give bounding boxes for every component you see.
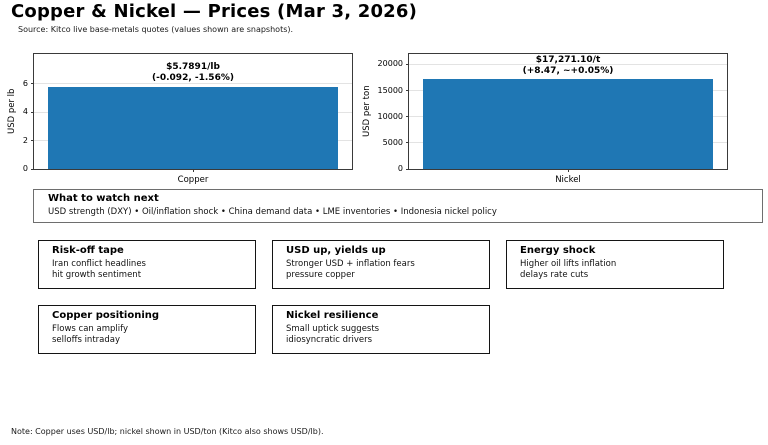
- card-line-1: Flows can amplify: [52, 324, 128, 334]
- card-energy-shock: Energy shock Higher oil lifts inflation …: [506, 240, 724, 289]
- y-tick-label: 5000: [382, 137, 403, 147]
- card-title: Energy shock: [520, 245, 596, 256]
- copper-plot-area: $5.7891/lb (-0.092, -1.56%) 0 2 4 6: [23, 53, 353, 173]
- card-risk-off-tape: Risk-off tape Iran conflict headlines hi…: [38, 240, 256, 289]
- card-line-1: Stronger USD + inflation fears: [286, 259, 415, 269]
- card-nickel-resilience: Nickel resilience Small uptick suggests …: [272, 305, 490, 354]
- y-tick-label: 6: [22, 78, 28, 88]
- card-line-2: delays rate cuts: [520, 270, 589, 280]
- card-line-1: Small uptick suggests: [286, 324, 380, 334]
- card-usd-up-yields-up: USD up, yields up Stronger USD + inflati…: [272, 240, 490, 289]
- card-line-2: selloffs intraday: [52, 335, 120, 345]
- card-title: USD up, yields up: [286, 245, 386, 256]
- watch-next-box: What to watch next USD strength (DXY) • …: [33, 189, 763, 223]
- y-tick-label: 0: [397, 164, 403, 173]
- y-tick-label: 0: [22, 164, 28, 173]
- watch-next-title: What to watch next: [48, 193, 159, 204]
- nickel-change-label: (+8.47, ~+0.05%): [522, 66, 614, 76]
- card-title: Copper positioning: [52, 310, 160, 321]
- y-tick-mark: [31, 140, 34, 142]
- y-tick-mark: [406, 63, 409, 65]
- y-tick-mark: [31, 83, 34, 85]
- x-axis-label-copper: Copper: [177, 175, 209, 185]
- y-tick-mark: [31, 111, 34, 113]
- card-title: Risk-off tape: [52, 245, 124, 256]
- gridline: [34, 83, 352, 85]
- card-line-2: hit growth sentiment: [52, 270, 142, 280]
- y-tick-mark: [406, 90, 409, 92]
- watch-next-items: USD strength (DXY) • Oil/inflation shock…: [48, 207, 497, 217]
- x-tick-mark: [568, 169, 569, 172]
- x-tick-mark: [193, 169, 194, 172]
- y-tick-mark: [406, 116, 409, 118]
- nickel-plot-area: $17,271.10/t (+8.47, ~+0.05%) 0 5000 10000…: [378, 53, 728, 173]
- copper-annotation: $5.7891/lb (-0.092, -1.56%): [34, 62, 352, 84]
- y-tick-mark: [31, 168, 34, 170]
- y-tick-label: 15000: [377, 85, 403, 95]
- card-title: Nickel resilience: [286, 310, 379, 321]
- y-axis-label-copper: USD per lb: [7, 88, 17, 135]
- gridline: [409, 63, 727, 65]
- x-axis-label-nickel: Nickel: [555, 175, 581, 185]
- card-copper-positioning: Copper positioning Flows can amplify sel…: [38, 305, 256, 354]
- card-line-2: pressure copper: [286, 270, 355, 280]
- y-tick-label: 2: [22, 135, 28, 145]
- y-tick-mark: [406, 168, 409, 170]
- price-bar: [48, 86, 338, 169]
- copper-price-label: $5.7891/lb: [166, 62, 220, 72]
- page-title: Copper & Nickel — Prices (Mar 3, 2026): [11, 1, 418, 22]
- card-line-1: Iran conflict headlines: [52, 259, 146, 269]
- y-tick-mark: [406, 142, 409, 144]
- nickel-annotation: $17,271.10/t (+8.47, ~+0.05%): [409, 55, 727, 77]
- y-axis-label-nickel: USD per ton: [362, 85, 372, 138]
- y-tick-label: 20000: [377, 59, 403, 69]
- y-tick-label: 10000: [377, 111, 403, 121]
- card-line-2: idiosyncratic drivers: [286, 335, 373, 345]
- page-subtitle: Source: Kitco live base-metals quotes (v…: [18, 25, 294, 34]
- footnote: Note: Copper uses USD/lb; nickel shown i…: [11, 427, 324, 436]
- price-bar: [423, 78, 713, 169]
- nickel-price-label: $17,271.10/t: [535, 55, 601, 65]
- y-tick-label: 4: [22, 107, 28, 117]
- card-line-1: Higher oil lifts inflation: [520, 259, 617, 269]
- copper-change-label: (-0.092, -1.56%): [152, 73, 234, 83]
